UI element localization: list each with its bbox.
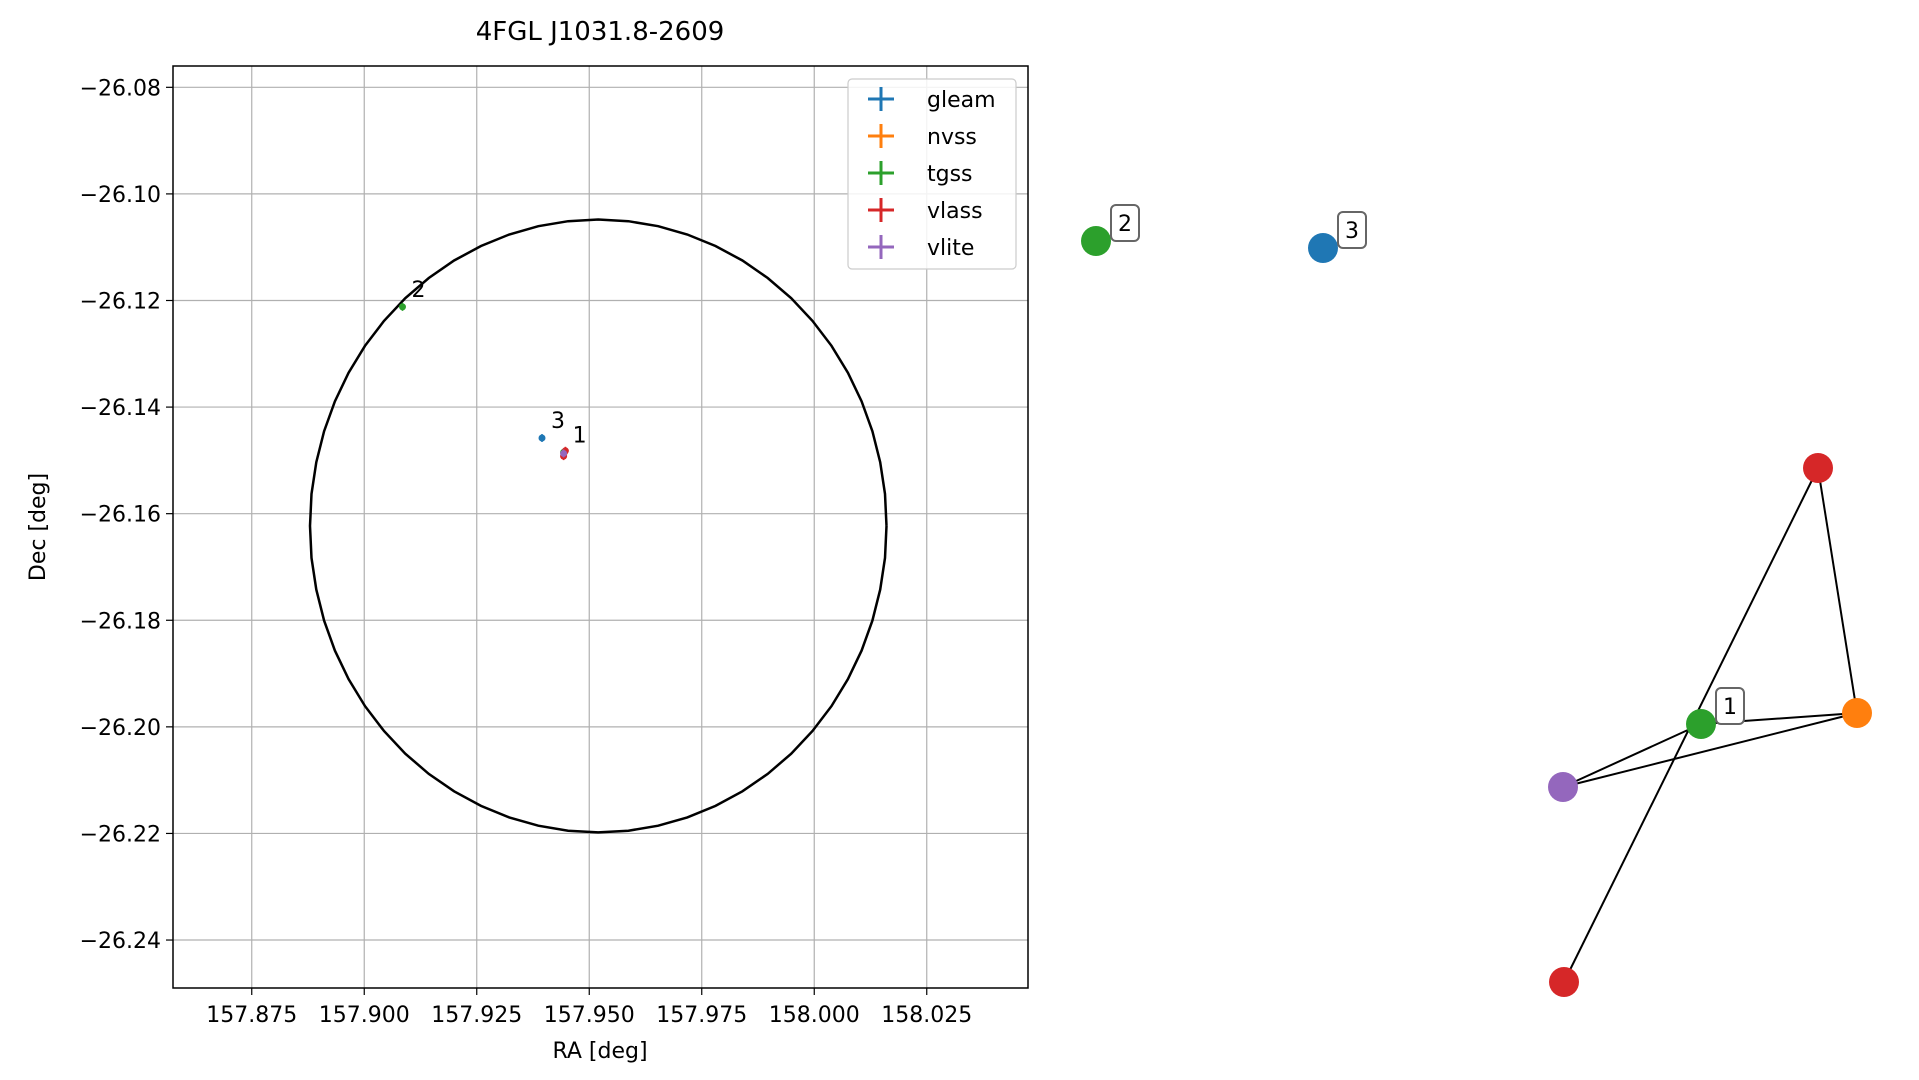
graph-node — [1548, 772, 1578, 802]
node-label-box — [1337, 211, 1367, 249]
legend-label: gleam — [927, 88, 996, 113]
legend-item-gleam: gleam — [868, 87, 996, 113]
x-axis-ticks: 157.875 157.900 157.925 157.950 157.975 158.0… — [206, 988, 972, 1028]
x-tick-label: 157.900 — [319, 1003, 410, 1028]
legend: gleam nvss tgss vlass vlite — [847, 78, 1017, 270]
legend-items: gleam nvss tgss vlass vlite — [868, 87, 996, 261]
search-circle-outline — [308, 218, 888, 834]
y-tick-label: −26.10 — [80, 183, 161, 208]
scatter-chart: 4FGL J1031.8-2609 123 157.875 157.900 157.… — [26, 17, 1029, 1064]
point-annotation: 3 — [551, 409, 565, 434]
y-tick-label: −26.24 — [80, 929, 161, 954]
node-label-box — [1715, 687, 1745, 725]
node-label-text: 2 — [1118, 212, 1132, 237]
grid — [173, 66, 1028, 988]
x-tick-label: 157.875 — [206, 1003, 297, 1028]
chart-title: 4FGL J1031.8-2609 — [476, 17, 725, 47]
graph-edge — [1817, 467, 1858, 714]
legend-item-nvss: nvss — [868, 124, 977, 150]
legend-item-tgss: tgss — [868, 161, 973, 187]
node-label-text: 3 — [1345, 219, 1359, 244]
y-axis-ticks: −26.08 −26.10 −26.12 −26.14 −26.16 −26.18 −26.… — [80, 76, 173, 954]
x-tick-label: 157.950 — [544, 1003, 635, 1028]
legend-label: vlite — [927, 236, 974, 261]
legend-item-vlite: vlite — [868, 235, 974, 261]
x-tick-label: 158.025 — [881, 1003, 972, 1028]
legend-frame — [847, 78, 1017, 270]
y-axis-label: Dec [deg] — [26, 473, 51, 581]
point-annotations: 1 2 3 — [412, 278, 587, 448]
x-tick-label: 157.925 — [431, 1003, 522, 1028]
y-tick-label: −26.08 — [80, 76, 161, 101]
y-tick-label: −26.14 — [80, 396, 161, 421]
legend-label: vlass — [927, 199, 983, 224]
graph-edge — [1562, 712, 1858, 788]
x-tick-label: 157.975 — [656, 1003, 747, 1028]
legend-item-vlass: vlass — [868, 198, 983, 224]
graph-edge — [1562, 723, 1702, 788]
node-label-text: 1 — [1723, 695, 1737, 720]
legend-label: nvss — [927, 125, 977, 150]
point-annotation: 1 — [573, 423, 587, 448]
graph-node — [1842, 698, 1872, 728]
y-tick-label: −26.12 — [80, 289, 161, 314]
graph-node-label: 3 — [1337, 211, 1367, 249]
search-circle — [308, 218, 888, 834]
graph-nodes — [1081, 226, 1872, 997]
graph-node-labels: 2 3 1 — [1110, 204, 1745, 725]
data-point-tgss — [399, 302, 406, 311]
graph-node — [1549, 967, 1579, 997]
y-tick-label: −26.20 — [80, 716, 161, 741]
graph-node — [1803, 453, 1833, 483]
legend-label: tgss — [927, 162, 973, 187]
data-point-vlite — [560, 449, 568, 458]
graph-node-label: 1 — [1715, 687, 1745, 725]
axes-frame — [172, 65, 1029, 989]
x-tick-label: 158.000 — [769, 1003, 860, 1028]
graph-node — [1308, 233, 1338, 263]
point-annotation: 2 — [412, 278, 426, 303]
graph-node — [1686, 709, 1716, 739]
x-axis-label: RA [deg] — [552, 1039, 647, 1064]
graph-node — [1081, 226, 1111, 256]
y-tick-label: −26.18 — [80, 609, 161, 634]
data-points — [399, 302, 569, 461]
data-point-gleam — [538, 433, 546, 442]
network-graph: 2 3 1 — [1081, 204, 1872, 997]
y-tick-label: −26.16 — [80, 503, 161, 528]
node-label-box — [1110, 204, 1140, 242]
y-tick-label: −26.22 — [80, 822, 161, 847]
graph-node-label: 2 — [1110, 204, 1140, 242]
